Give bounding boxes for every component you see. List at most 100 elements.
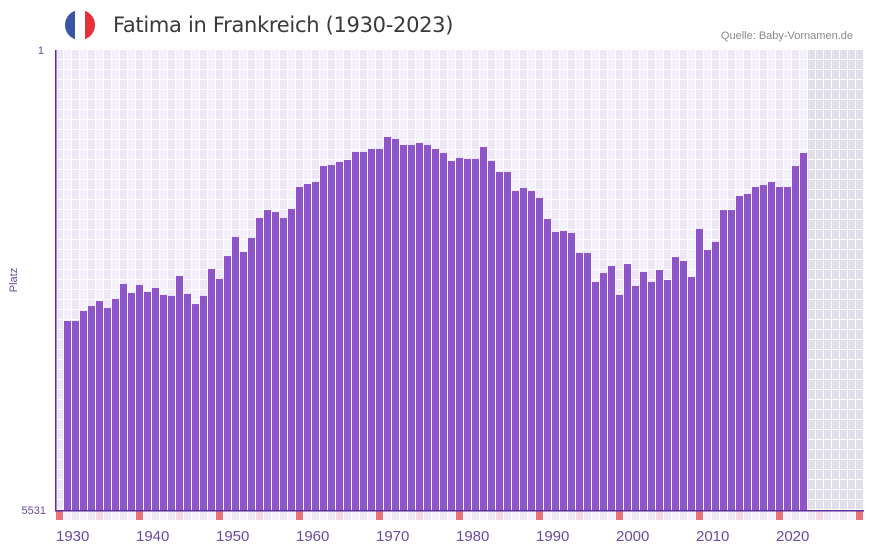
bar-1953[interactable] — [240, 251, 247, 510]
bar-2011[interactable] — [704, 249, 711, 510]
bar-1943[interactable] — [160, 294, 167, 510]
bar-2007[interactable] — [672, 257, 679, 510]
bar-1971[interactable] — [384, 137, 391, 511]
bar-1934[interactable] — [88, 306, 95, 510]
bar-2020[interactable] — [776, 187, 783, 510]
bar-1933[interactable] — [80, 311, 87, 510]
bar-2021[interactable] — [784, 187, 791, 510]
bar-1973[interactable] — [400, 144, 407, 510]
bar-1963[interactable] — [320, 166, 327, 510]
bar-1961[interactable] — [304, 184, 311, 510]
bar-1952[interactable] — [232, 236, 239, 510]
bar-1945[interactable] — [176, 276, 183, 510]
bar-1942[interactable] — [152, 287, 159, 510]
bar-1957[interactable] — [272, 212, 279, 510]
bar-1964[interactable] — [328, 165, 335, 510]
bar-1988[interactable] — [520, 188, 527, 510]
bar-1959[interactable] — [288, 208, 295, 510]
bar-1936[interactable] — [104, 308, 111, 510]
bar-1982[interactable] — [472, 158, 479, 511]
bar-1958[interactable] — [280, 218, 287, 510]
year-marker — [72, 511, 79, 520]
bar-1962[interactable] — [312, 182, 319, 510]
bar-1949[interactable] — [208, 269, 215, 510]
bar-1937[interactable] — [112, 298, 119, 510]
bar-1940[interactable] — [136, 284, 143, 510]
bar-1996[interactable] — [584, 252, 591, 510]
bar-2004[interactable] — [648, 281, 655, 510]
bar-1984[interactable] — [488, 160, 495, 510]
bar-1993[interactable] — [560, 231, 567, 510]
bar-1995[interactable] — [576, 252, 583, 510]
bar-1931[interactable] — [64, 321, 71, 510]
bar-1980[interactable] — [456, 157, 463, 510]
year-marker — [664, 511, 671, 520]
bar-2023[interactable] — [800, 152, 807, 510]
bar-1981[interactable] — [464, 158, 471, 511]
bar-2010[interactable] — [696, 229, 703, 511]
bar-1941[interactable] — [144, 291, 151, 510]
bar-2016[interactable] — [744, 193, 751, 511]
bar-1954[interactable] — [248, 237, 255, 510]
bar-1968[interactable] — [360, 151, 367, 510]
bar-1947[interactable] — [192, 304, 199, 510]
year-marker — [112, 511, 119, 520]
bar-1992[interactable] — [552, 232, 559, 511]
y-tick-label-bottom: 5531 — [22, 505, 46, 517]
bar-1950[interactable] — [216, 279, 223, 510]
year-marker — [584, 511, 591, 520]
bar-1998[interactable] — [600, 273, 607, 510]
bar-1966[interactable] — [344, 159, 351, 510]
bar-2012[interactable] — [712, 241, 719, 510]
bar-1987[interactable] — [512, 190, 519, 510]
bar-1997[interactable] — [592, 281, 599, 510]
bar-1990[interactable] — [536, 197, 543, 510]
bar-2015[interactable] — [736, 195, 743, 510]
bar-2006[interactable] — [664, 280, 671, 510]
bar-1991[interactable] — [544, 219, 551, 510]
bar-1932[interactable] — [72, 321, 79, 510]
bar-2022[interactable] — [792, 166, 799, 510]
bar-2013[interactable] — [720, 210, 727, 510]
bar-1946[interactable] — [184, 293, 191, 510]
bar-2001[interactable] — [624, 264, 631, 510]
bar-1972[interactable] — [392, 139, 399, 510]
bar-1976[interactable] — [424, 144, 431, 510]
source-link[interactable]: Quelle: Baby-Vornamen.de — [720, 30, 853, 42]
bar-1951[interactable] — [224, 256, 231, 510]
bar-1939[interactable] — [128, 292, 135, 510]
bar-1938[interactable] — [120, 283, 127, 510]
bar-1935[interactable] — [96, 301, 103, 510]
bar-1955[interactable] — [256, 218, 263, 510]
bar-2009[interactable] — [688, 277, 695, 510]
bar-2017[interactable] — [752, 187, 759, 510]
bar-1999[interactable] — [608, 266, 615, 510]
bar-1978[interactable] — [440, 152, 447, 510]
bar-1944[interactable] — [168, 295, 175, 510]
bar-1970[interactable] — [376, 148, 383, 510]
bar-1983[interactable] — [480, 146, 487, 510]
bar-2014[interactable] — [728, 210, 735, 510]
year-marker — [640, 511, 647, 520]
bar-1975[interactable] — [416, 142, 423, 511]
bar-1969[interactable] — [368, 148, 375, 510]
bar-1985[interactable] — [496, 172, 503, 510]
bar-2018[interactable] — [760, 185, 767, 510]
bar-2003[interactable] — [640, 272, 647, 510]
bar-1948[interactable] — [200, 295, 207, 510]
bar-1989[interactable] — [528, 190, 535, 510]
bar-2000[interactable] — [616, 294, 623, 510]
bar-2002[interactable] — [632, 285, 639, 510]
bar-1986[interactable] — [504, 172, 511, 510]
bar-1960[interactable] — [296, 187, 303, 510]
bar-1979[interactable] — [448, 160, 455, 510]
bar-1994[interactable] — [568, 233, 575, 510]
bar-1965[interactable] — [336, 161, 343, 510]
bar-2008[interactable] — [680, 261, 687, 510]
bar-1977[interactable] — [432, 148, 439, 510]
bar-1956[interactable] — [264, 210, 271, 510]
bar-2005[interactable] — [656, 270, 663, 510]
bar-2019[interactable] — [768, 182, 775, 510]
bar-1974[interactable] — [408, 144, 415, 510]
bar-1967[interactable] — [352, 151, 359, 510]
